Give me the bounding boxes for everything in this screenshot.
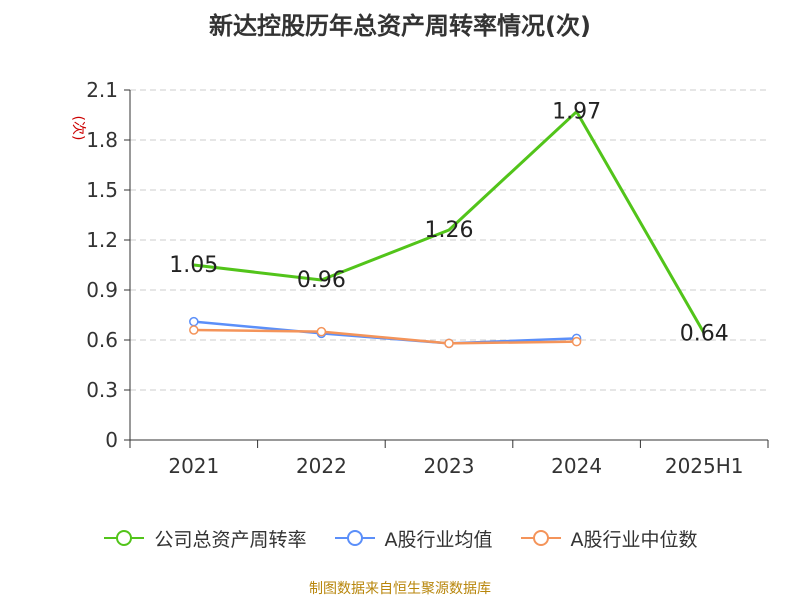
x-tick-label: 2025H1 bbox=[665, 454, 744, 478]
x-tick-label: 2023 bbox=[424, 454, 475, 478]
y-tick-label: 1.8 bbox=[86, 128, 118, 152]
legend-item-industry-mean[interactable]: A股行业均值 bbox=[333, 525, 493, 552]
series-line-2 bbox=[193, 328, 577, 345]
y-tick-label: 0.9 bbox=[86, 278, 118, 302]
data-point bbox=[316, 326, 327, 337]
x-tick-label: 2021 bbox=[168, 454, 219, 478]
data-point bbox=[189, 325, 199, 335]
legend-label-company: 公司总资产周转率 bbox=[154, 528, 307, 551]
y-tick-label: 2.1 bbox=[86, 78, 118, 102]
series-line-0 bbox=[193, 110, 706, 335]
y-tick-label: 1.5 bbox=[86, 178, 118, 202]
data-label: 1.05 bbox=[169, 253, 218, 278]
data-point bbox=[571, 336, 582, 347]
y-tick-label: 0.6 bbox=[86, 328, 118, 352]
y-tick-label: 0.3 bbox=[86, 378, 118, 402]
legend-marker-industry-mean bbox=[334, 530, 375, 546]
y-tick-label: 1.2 bbox=[86, 228, 118, 252]
x-tick-label: 2022 bbox=[296, 454, 347, 478]
data-point bbox=[444, 338, 454, 349]
x-tick-label: 2024 bbox=[551, 454, 602, 478]
legend-label-industry-median: A股行业中位数 bbox=[570, 528, 698, 551]
data-label: 0.64 bbox=[680, 321, 729, 346]
chart-title: 新达控股历年总资产周转率情况(次) bbox=[209, 12, 591, 40]
data-label: 1.26 bbox=[425, 218, 474, 243]
data-point bbox=[189, 316, 199, 327]
data-label: 1.97 bbox=[552, 100, 601, 125]
legend-item-company[interactable]: 公司总资产周转率 bbox=[102, 525, 307, 552]
source-note: 制图数据来自恒生聚源数据库 bbox=[309, 581, 491, 597]
y-axis-label: (次) bbox=[70, 116, 86, 141]
data-label: 0.96 bbox=[297, 268, 346, 293]
legend-label-industry-mean: A股行业均值 bbox=[384, 528, 493, 551]
legend-marker-industry-median bbox=[520, 530, 561, 546]
legend-item-industry-median[interactable]: A股行业中位数 bbox=[519, 525, 698, 552]
y-tick-label: 0 bbox=[105, 428, 118, 452]
legend: 公司总资产周转率 A股行业均值 A股行业中位数 bbox=[0, 520, 800, 556]
legend-marker-company bbox=[104, 530, 145, 546]
